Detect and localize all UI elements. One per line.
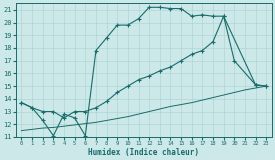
X-axis label: Humidex (Indice chaleur): Humidex (Indice chaleur) [88, 148, 199, 156]
